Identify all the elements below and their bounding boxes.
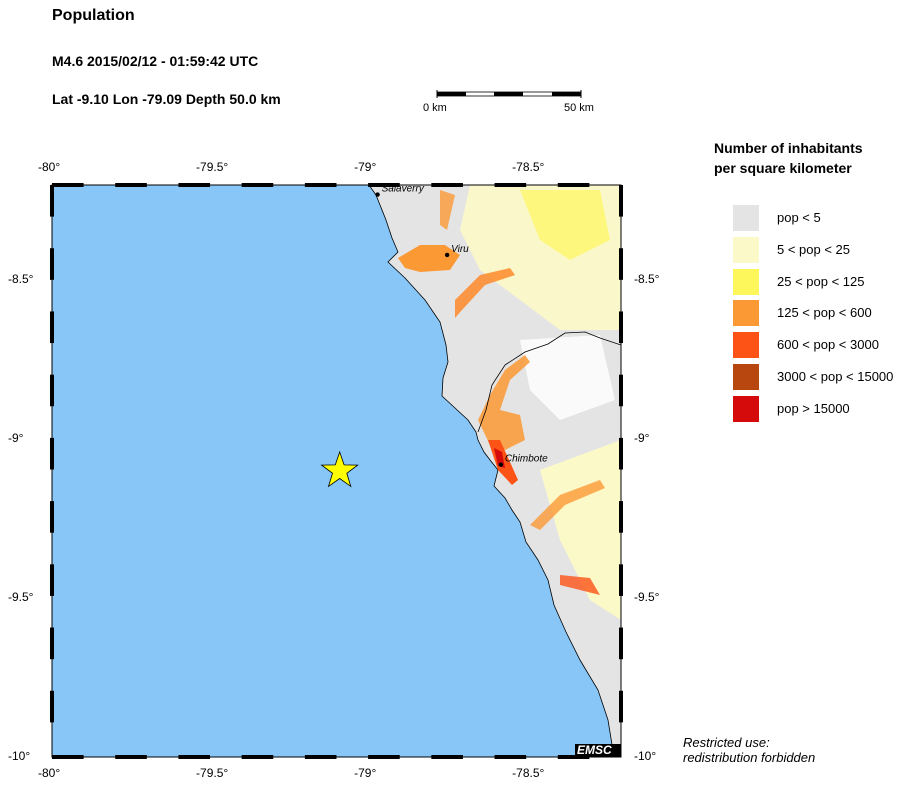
frame-segment: [52, 183, 84, 187]
frame-segment: [50, 627, 54, 660]
legend-swatch: [733, 300, 759, 327]
event-location: Lat -9.10 Lon -79.09 Depth 50.0 km: [52, 91, 281, 107]
legend-swatch: [733, 395, 759, 422]
city-label: Viru: [451, 244, 469, 255]
frame-segment: [619, 627, 623, 660]
frame-segment: [115, 755, 147, 759]
frame-segment: [50, 374, 54, 407]
frame-segment: [52, 755, 84, 759]
lon-tick-bottom: -80°: [38, 766, 61, 780]
legend-label: pop > 15000: [777, 400, 850, 416]
legend-item: 600 < pop < 3000: [733, 332, 910, 359]
frame-segment: [178, 755, 211, 759]
legend-label: 25 < pop < 125: [777, 273, 865, 289]
city-dot: [444, 252, 450, 258]
legend-swatch: [733, 332, 759, 359]
city-label: Salaverry: [382, 184, 425, 195]
lon-tick-top: -78.5°: [512, 160, 545, 174]
lat-tick-right: -9°: [634, 431, 650, 446]
frame-segment: [619, 248, 623, 280]
lat-tick-right: -8.5°: [634, 272, 660, 287]
frame-segment: [50, 690, 54, 723]
legend-label: 600 < pop < 3000: [777, 337, 879, 353]
frame-segment: [619, 374, 623, 407]
city-dot: [498, 462, 504, 467]
lon-tick-bottom: -79.5°: [196, 766, 229, 780]
legend-item: 125 < pop < 600: [733, 300, 910, 327]
frame-segment: [304, 183, 337, 187]
usage-note: Restricted use: redistribution forbidden: [683, 735, 815, 765]
lon-tick-top: -79°: [354, 160, 377, 174]
legend-item: 25 < pop < 125: [733, 268, 910, 295]
frame-segment: [619, 564, 623, 596]
frame-segment: [619, 690, 623, 723]
frame-segment: [619, 437, 623, 470]
usage-note-line2: redistribution forbidden: [683, 750, 816, 765]
frame-segment: [557, 183, 590, 187]
lat-tick-left: -9°: [8, 431, 24, 446]
legend-item: 5 < pop < 25: [733, 236, 910, 263]
usage-note-line1: Restricted use:: [683, 735, 770, 750]
lat-tick-left: -9.5°: [8, 590, 34, 605]
city-markers: Salaverry Viru Chimbote: [375, 184, 548, 467]
frame-segment: [50, 185, 54, 217]
watermark-bg: [575, 744, 621, 757]
lat-tick-left: -8.5°: [8, 272, 34, 287]
legend-title-line2: per square kilometer: [714, 160, 852, 176]
frame-segment: [431, 183, 463, 187]
legend-title-line1: Number of inhabitants: [714, 140, 863, 156]
scale-start: 0 km: [423, 102, 447, 114]
lat-tick-right: -9.5°: [634, 590, 660, 605]
frame-segment: [368, 183, 400, 187]
map-title: Population: [52, 7, 135, 24]
frame-segment: [494, 183, 527, 187]
legend-title: Number of inhabitants per square kilomet…: [714, 138, 863, 178]
frame-segment: [50, 311, 54, 344]
frame-segment: [241, 755, 274, 759]
scale-bar: [436, 90, 582, 98]
event-info: M4.6 2015/02/12 - 01:59:42 UTC: [52, 53, 259, 69]
frame-segment: [619, 311, 623, 344]
legend-item: 3000 < pop < 15000: [733, 364, 910, 390]
legend-label: 3000 < pop < 15000: [777, 369, 894, 384]
frame-segment: [241, 183, 274, 187]
city-label: Chimbote: [505, 454, 548, 465]
frame-segment: [619, 185, 623, 217]
city-dot: [375, 192, 380, 197]
legend-swatch: [733, 236, 759, 263]
frame-segment: [50, 437, 54, 470]
legend-label: 5 < pop < 25: [777, 241, 851, 257]
frame-segment: [619, 501, 623, 533]
frame-segment: [431, 755, 463, 759]
lat-tick-right: -10°: [634, 749, 657, 763]
frame-segment: [557, 755, 590, 759]
scale-end: 50 km: [564, 102, 594, 114]
frame-segment: [115, 183, 147, 187]
frame-segment: [50, 564, 54, 596]
legend-label: pop < 5: [777, 210, 821, 225]
legend-label: 125 < pop < 600: [777, 305, 872, 321]
lon-tick-bottom: -78.5°: [512, 766, 545, 780]
frame-segment: [50, 248, 54, 280]
epicenter-star-icon[interactable]: [320, 450, 359, 488]
lon-tick-top: -79.5°: [196, 160, 229, 174]
map-area[interactable]: Salaverry Viru Chimbote: [50, 183, 640, 759]
frame-segment: [50, 501, 54, 533]
emsc-watermark: EMSC: [577, 743, 612, 757]
frame-segment: [304, 755, 337, 759]
lon-tick-bottom: -79°: [354, 766, 377, 780]
lon-tick-top: -80°: [38, 160, 61, 174]
map-frame-ticks: [50, 183, 623, 759]
legend-swatch: [733, 205, 759, 231]
legend-swatch: [733, 268, 759, 295]
legend-swatch: [733, 364, 759, 390]
legend-item: pop < 5: [733, 205, 910, 231]
frame-segment: [178, 183, 211, 187]
frame-segment: [494, 755, 527, 759]
frame-segment: [368, 755, 400, 759]
legend-item: pop > 15000: [733, 395, 910, 422]
lat-tick-left: -10°: [8, 749, 31, 763]
